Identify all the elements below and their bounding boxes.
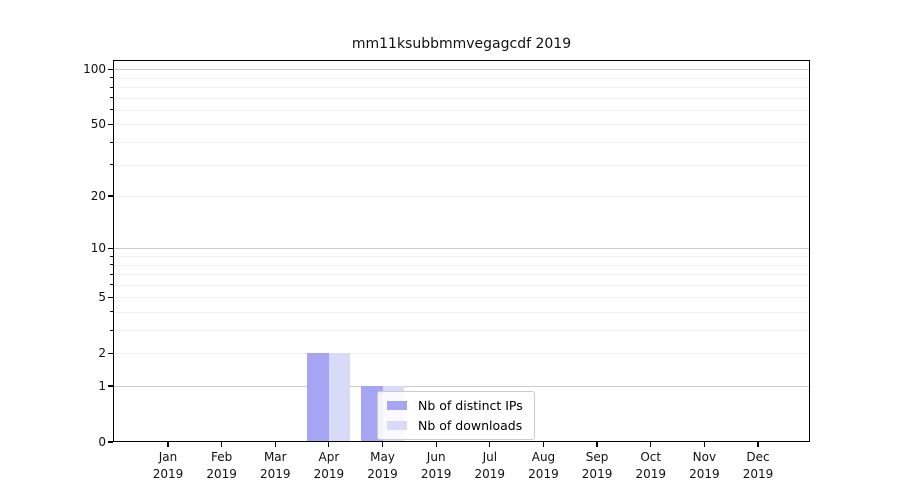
chart-title: mm11ksubbmmvegagcdf 2019 <box>351 36 572 52</box>
y-minor-tick-mark <box>110 311 113 313</box>
y-tick-label: 2 <box>98 346 106 361</box>
x-tick-mark <box>328 442 330 447</box>
gridline-major <box>113 69 810 71</box>
y-minor-tick-mark <box>110 123 113 125</box>
x-tick-mark <box>381 442 384 447</box>
gridline-minor <box>113 311 810 313</box>
x-tick-label: Aug 2019 <box>528 450 559 481</box>
gridline-minor <box>113 124 810 126</box>
gridline-major <box>113 386 810 387</box>
y-minor-tick-mark <box>110 86 113 88</box>
x-tick-mark <box>650 442 652 447</box>
gridline-minor <box>113 87 810 89</box>
gridline-minor <box>113 164 810 166</box>
y-minor-tick-mark <box>110 352 113 354</box>
gridline-minor <box>113 330 810 332</box>
x-tick-label: May 2019 <box>367 450 398 481</box>
x-tick-label: Nov 2019 <box>689 450 720 481</box>
x-tick-mark <box>221 442 223 447</box>
legend-item-distinct-ips: Nb of distinct IPs <box>387 398 523 413</box>
y-tick-mark <box>108 441 113 443</box>
legend-item-downloads: Nb of downloads <box>387 418 523 433</box>
x-tick-label: Sep 2019 <box>581 450 613 481</box>
x-tick-mark <box>435 442 437 447</box>
y-tick-label: 1 <box>98 379 106 393</box>
x-tick-mark <box>703 442 705 447</box>
y-tick-label: 5 <box>98 290 106 305</box>
gridline-minor <box>113 256 810 257</box>
y-minor-tick-mark <box>110 296 113 298</box>
x-tick-mark <box>274 442 276 447</box>
y-minor-tick-mark <box>110 284 113 286</box>
y-minor-tick-mark <box>110 195 113 197</box>
gridline-minor <box>113 264 810 266</box>
x-tick-label: Feb 2019 <box>206 450 237 481</box>
gridline-minor <box>113 284 810 286</box>
gridline-minor <box>113 109 810 111</box>
legend-label-downloads: Nb of downloads <box>418 418 523 433</box>
y-minor-tick-mark <box>110 97 113 99</box>
y-tick-mark <box>108 385 113 387</box>
x-tick-label: Oct 2019 <box>635 450 666 481</box>
x-tick-mark <box>596 442 598 447</box>
y-minor-tick-mark <box>110 329 113 331</box>
x-tick-mark <box>542 442 545 447</box>
x-tick-label: Jun 2019 <box>420 450 452 481</box>
x-tick-label: Dec 2019 <box>742 450 774 481</box>
gridline-minor <box>113 77 810 79</box>
gridline-major <box>113 248 810 250</box>
y-minor-tick-mark <box>110 255 113 257</box>
y-tick-label: 0 <box>98 435 106 449</box>
y-minor-tick-mark <box>110 164 113 166</box>
gridline-minor <box>113 297 810 299</box>
y-minor-tick-mark <box>110 77 113 79</box>
y-tick-label: 50 <box>90 117 106 132</box>
gridline-minor <box>113 142 810 144</box>
legend: Nb of distinct IPs Nb of downloads <box>377 391 535 440</box>
gridline-minor <box>113 97 810 99</box>
x-tick-label: Apr 2019 <box>313 450 345 481</box>
gridline-minor <box>113 196 810 198</box>
gridline-minor <box>113 353 810 355</box>
y-tick-label: 10 <box>90 241 106 256</box>
y-tick-mark <box>108 247 113 249</box>
y-minor-tick-mark <box>110 264 113 265</box>
x-tick-label: Jan 2019 <box>152 450 184 481</box>
x-tick-mark <box>167 442 169 447</box>
y-minor-tick-mark <box>110 273 113 275</box>
y-tick-label: 100 <box>83 62 106 77</box>
x-tick-mark <box>489 442 491 447</box>
legend-label-distinct-ips: Nb of distinct IPs <box>418 398 523 413</box>
y-tick-mark <box>108 68 113 70</box>
y-tick-label: 20 <box>90 189 106 204</box>
plot-area <box>113 60 810 442</box>
bar-apr-series1 <box>328 353 351 442</box>
legend-swatch-downloads-icon <box>387 421 407 430</box>
y-minor-tick-mark <box>110 141 113 143</box>
gridline-minor <box>113 274 810 276</box>
y-minor-tick-mark <box>110 109 113 111</box>
x-tick-label: Jul 2019 <box>474 450 506 481</box>
bar-apr-series0 <box>307 353 329 442</box>
x-tick-label: Mar 2019 <box>259 450 291 481</box>
x-tick-mark <box>757 442 759 447</box>
legend-swatch-distinct-ips-icon <box>387 401 407 410</box>
